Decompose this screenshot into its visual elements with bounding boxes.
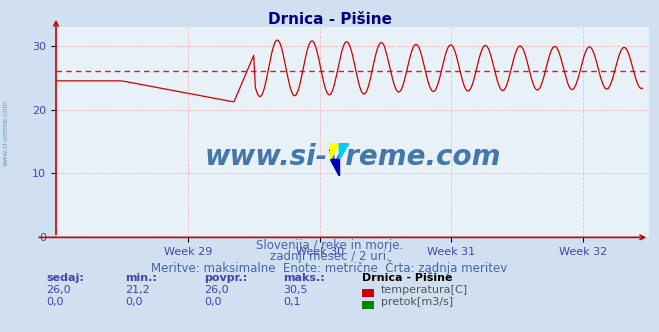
Polygon shape xyxy=(330,143,339,159)
Text: temperatura[C]: temperatura[C] xyxy=(381,285,468,295)
Text: 26,0: 26,0 xyxy=(204,285,229,295)
Text: 0,0: 0,0 xyxy=(125,297,143,307)
Text: pretok[m3/s]: pretok[m3/s] xyxy=(381,297,453,307)
Text: 30,5: 30,5 xyxy=(283,285,308,295)
Text: Drnica - Pišine: Drnica - Pišine xyxy=(268,12,391,27)
Text: 0,1: 0,1 xyxy=(283,297,301,307)
Text: zadnji mesec / 2 uri.: zadnji mesec / 2 uri. xyxy=(270,250,389,263)
Text: 0,0: 0,0 xyxy=(204,297,222,307)
Text: sedaj:: sedaj: xyxy=(46,273,84,283)
Text: povpr.:: povpr.: xyxy=(204,273,248,283)
Polygon shape xyxy=(339,143,349,159)
Text: Slovenija / reke in morje.: Slovenija / reke in morje. xyxy=(256,239,403,252)
Text: www.si-vreme.com: www.si-vreme.com xyxy=(204,143,501,171)
Text: min.:: min.: xyxy=(125,273,157,283)
Text: maks.:: maks.: xyxy=(283,273,325,283)
Text: Drnica - Pišine: Drnica - Pišine xyxy=(362,273,453,283)
Text: Meritve: maksimalne  Enote: metrične  Črta: zadnja meritev: Meritve: maksimalne Enote: metrične Črta… xyxy=(152,260,507,275)
Polygon shape xyxy=(330,159,339,176)
Text: www.si-vreme.com: www.si-vreme.com xyxy=(2,100,9,166)
Text: 21,2: 21,2 xyxy=(125,285,150,295)
Text: 26,0: 26,0 xyxy=(46,285,71,295)
Text: 0,0: 0,0 xyxy=(46,297,64,307)
